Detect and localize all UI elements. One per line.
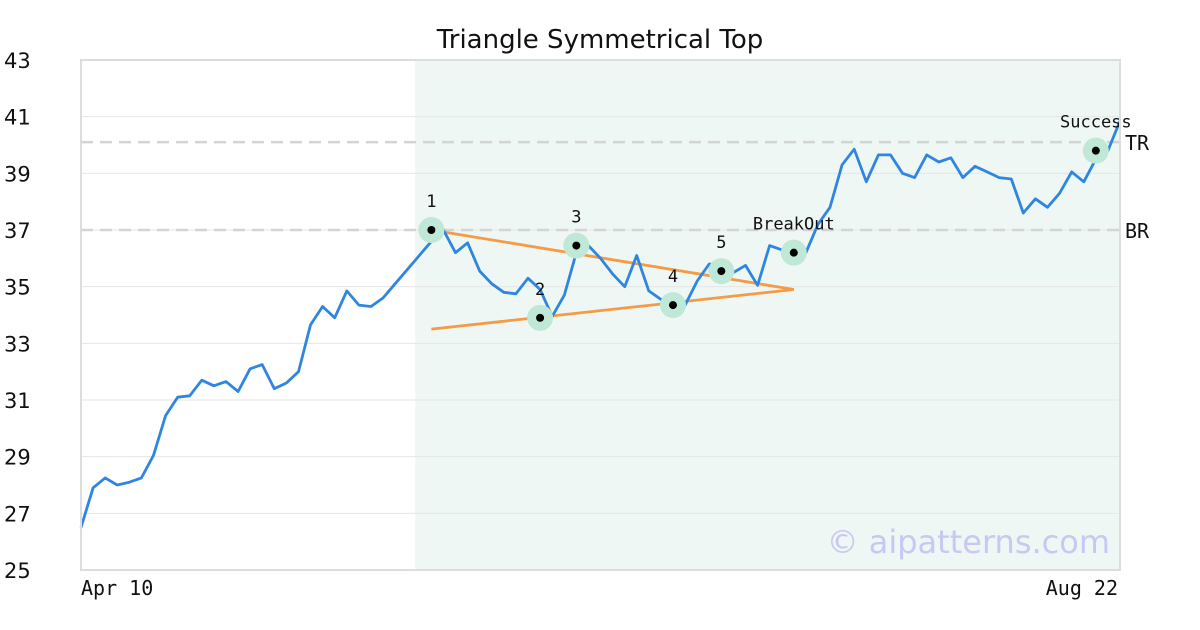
y-tick-label: 39 bbox=[4, 162, 31, 186]
marker-dot bbox=[1091, 146, 1100, 155]
y-tick-label: 25 bbox=[4, 559, 31, 583]
level-label: TR bbox=[1125, 131, 1150, 155]
annotation-label: Success bbox=[1060, 113, 1132, 133]
annotation-label: 1 bbox=[426, 192, 436, 212]
marker-dot bbox=[572, 241, 581, 250]
trend-lines bbox=[431, 228, 795, 331]
y-tick-label: 33 bbox=[4, 332, 31, 356]
x-tick-label: Apr 10 bbox=[81, 576, 153, 600]
marker-dot bbox=[789, 248, 798, 257]
y-tick-label: 43 bbox=[4, 49, 31, 73]
annotation-label: 5 bbox=[716, 233, 726, 253]
y-tick-label: 35 bbox=[4, 276, 31, 300]
chart-title: Triangle Symmetrical Top bbox=[436, 25, 764, 55]
x-tick-label: Aug 22 bbox=[1046, 576, 1118, 600]
level-label: BR bbox=[1125, 219, 1150, 243]
y-tick-label: 31 bbox=[4, 389, 31, 413]
pattern-region-layer bbox=[415, 60, 1121, 570]
annotation-label: 2 bbox=[535, 280, 545, 300]
trend-line bbox=[431, 228, 795, 291]
y-tick-label: 29 bbox=[4, 446, 31, 470]
annotation-label: 3 bbox=[571, 208, 581, 228]
pattern-region bbox=[415, 60, 1121, 570]
plot-frame bbox=[80, 59, 1121, 571]
annotation-label: BreakOut bbox=[753, 215, 835, 235]
level-lines: TR BR bbox=[81, 131, 1150, 243]
watermark: © aipatterns.com bbox=[827, 523, 1110, 561]
y-tick-label: 37 bbox=[4, 219, 31, 243]
trend-line bbox=[431, 288, 794, 331]
marker-dot bbox=[717, 267, 726, 276]
marker-dot bbox=[668, 301, 677, 310]
annotation-label: 4 bbox=[668, 267, 678, 287]
pattern-markers: 1 2 3 4 5 BreakOut Success bbox=[418, 113, 1132, 331]
price-series bbox=[79, 120, 1122, 528]
y-tick-label: 41 bbox=[4, 106, 31, 130]
marker-dot bbox=[536, 313, 545, 322]
price-line bbox=[79, 120, 1122, 528]
marker-dot bbox=[427, 226, 436, 234]
y-tick-label: 27 bbox=[4, 502, 31, 526]
